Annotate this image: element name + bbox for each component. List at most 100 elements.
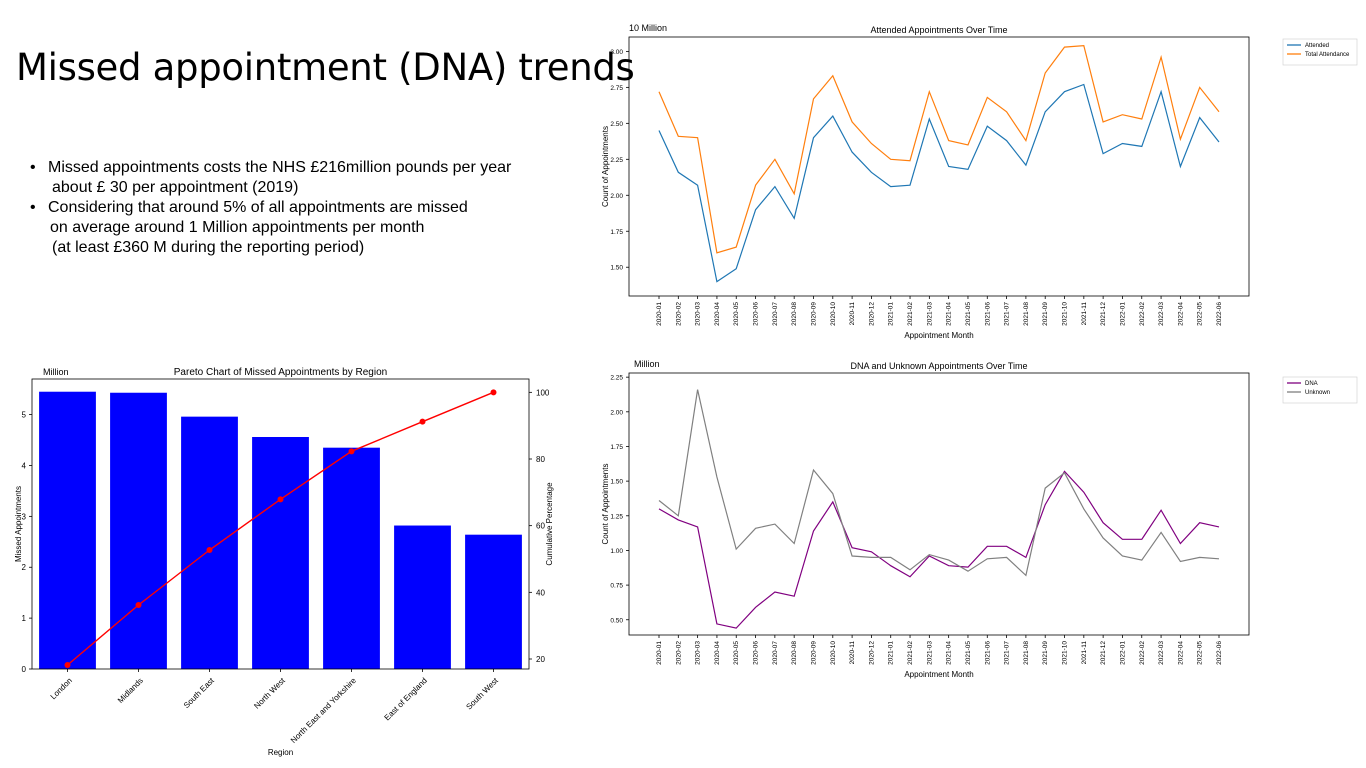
y-tick-label: 2.50	[610, 121, 623, 128]
x-tick-label: 2021-05	[965, 641, 972, 665]
x-tick-label: 2021-01	[888, 641, 895, 665]
x-tick-label: 2020-07	[772, 641, 779, 665]
y-tick-label: 2.00	[610, 193, 623, 200]
y-tick-label: 2	[22, 563, 27, 572]
x-tick-label: 2021-09	[1042, 641, 1049, 665]
x-tick-label: 2022-02	[1139, 641, 1146, 665]
cumulative-point	[206, 547, 213, 553]
y2-tick-label: 20	[536, 655, 545, 664]
x-tick-label: 2022-06	[1216, 641, 1223, 665]
x-tick-label: 2022-02	[1139, 302, 1146, 326]
chart-title: DNA and Unknown Appointments Over Time	[850, 361, 1027, 371]
x-tick-label: 2020-08	[791, 641, 798, 665]
cumulative-point	[419, 418, 426, 425]
y-tick-label: 1.00	[610, 548, 623, 555]
legend-box	[1282, 38, 1358, 66]
x-axis-label: Region	[268, 748, 293, 757]
bullet-line: on average around 1 Million appointments…	[50, 219, 425, 236]
pareto-missed-appointments-chart: Pareto Chart of Missed Appointments by R…	[14, 367, 554, 757]
x-tick-label: 2021-06	[984, 641, 991, 665]
x-tick-label: 2020-10	[830, 641, 837, 665]
x-tick-label: 2021-03	[926, 641, 933, 665]
x-tick-label: 2020-07	[772, 302, 779, 326]
x-tick-label: 2021-06	[984, 302, 991, 326]
x-tick-label: 2021-01	[888, 302, 895, 326]
x-tick-label: 2021-08	[1023, 302, 1030, 326]
chart-title: Attended Appointments Over Time	[870, 25, 1007, 35]
y-scale-label: 10 Million	[629, 23, 667, 33]
y-tick-label: 1.50	[610, 265, 623, 272]
y-tick-label: 1.75	[610, 444, 623, 451]
x-tick-label: 2020-02	[675, 302, 682, 326]
legend-box	[1282, 376, 1358, 404]
x-tick-label: 2022-06	[1216, 302, 1223, 326]
plot-frame	[628, 36, 1250, 297]
y-tick-label: 1.50	[610, 479, 623, 486]
x-tick-label: 2020-02	[675, 641, 682, 665]
dna-unknown-appointments-chart: DNA and Unknown Appointments Over Time Mi…	[601, 359, 1358, 679]
y2-tick-label: 100	[536, 388, 550, 397]
x-tick-label: 2020-08	[791, 302, 798, 326]
x-tick-label: 2021-03	[926, 302, 933, 326]
x-tick-label: 2022-04	[1177, 641, 1184, 665]
x-tick-label: 2020-03	[695, 302, 702, 326]
y2-tick-label: 80	[536, 455, 545, 464]
x-axis-label: Appointment Month	[904, 331, 973, 340]
cumulative-point	[277, 496, 284, 503]
cumulative-point	[64, 662, 71, 668]
x-tick-label: 2022-04	[1177, 302, 1184, 326]
x-tick-label: 2021-11	[1081, 302, 1088, 326]
x-tick-label: 2020-03	[695, 641, 702, 665]
y-tick-label: 2.25	[610, 157, 623, 164]
series-line	[658, 83, 1220, 283]
bar	[181, 416, 238, 669]
x-tick-label: 2020-11	[849, 641, 856, 665]
legend-entry: DNA	[1305, 381, 1318, 387]
y-scale-label: Million	[634, 359, 660, 369]
plot-frame	[628, 372, 1250, 636]
x-tick-label: 2021-07	[1004, 641, 1011, 665]
bullet-line: Considering that around 5% of all appoin…	[48, 199, 468, 216]
x-tick-label: 2021-07	[1004, 302, 1011, 326]
x-tick-label: 2021-12	[1100, 302, 1107, 326]
x-tick-label: 2022-01	[1119, 302, 1126, 326]
y-tick-label: 4	[22, 461, 27, 470]
y-tick-label: 1.25	[610, 513, 623, 520]
x-tick-label: 2020-09	[810, 641, 817, 665]
y2-tick-label: 40	[536, 588, 545, 597]
cumulative-point	[135, 602, 142, 608]
x-tick-label: South West	[464, 676, 500, 712]
x-tick-label: 2021-05	[965, 302, 972, 326]
x-tick-label: 2021-02	[907, 302, 914, 326]
x-tick-label: 2020-11	[849, 302, 856, 326]
x-tick-label: North West	[252, 676, 287, 711]
x-tick-label: 2020-06	[753, 302, 760, 326]
x-tick-label: 2022-03	[1158, 641, 1165, 665]
x-axis-label: Appointment Month	[904, 670, 973, 679]
x-tick-label: North East and Yorkshire	[289, 676, 358, 745]
x-tick-label: 2022-01	[1119, 641, 1126, 665]
x-tick-label: 2020-04	[714, 641, 721, 665]
x-tick-label: 2021-04	[946, 302, 953, 326]
x-tick-label: 2021-10	[1062, 302, 1069, 326]
x-tick-label: South East	[182, 676, 217, 711]
bar	[394, 525, 451, 669]
y-axis-label: Missed Appointments	[14, 486, 23, 562]
legend-entry: Attended	[1305, 43, 1329, 49]
chart-title: Pareto Chart of Missed Appointments by R…	[174, 367, 387, 378]
x-tick-label: 2020-12	[868, 302, 875, 326]
legend-entry: Total Attendance	[1305, 52, 1350, 58]
bar	[252, 437, 309, 669]
y-tick-label: 0.75	[610, 583, 623, 590]
x-tick-label: 2020-10	[830, 302, 837, 326]
x-tick-label: 2020-06	[753, 641, 760, 665]
bullet-list: • Missed appointments costs the NHS £216…	[30, 158, 511, 258]
bullet-line: Missed appointments costs the NHS £216mi…	[48, 159, 512, 176]
x-tick-label: 2020-05	[733, 641, 740, 665]
bullet-line: (at least £360 M during the reporting pe…	[52, 239, 365, 256]
x-tick-label: 2022-03	[1158, 302, 1165, 326]
y-tick-label: 2.75	[610, 85, 623, 92]
y-scale-label: Million	[43, 367, 69, 377]
x-tick-label: 2021-12	[1100, 641, 1107, 665]
bullet-item-volume: • Considering that around 5% of all appo…	[30, 198, 511, 258]
